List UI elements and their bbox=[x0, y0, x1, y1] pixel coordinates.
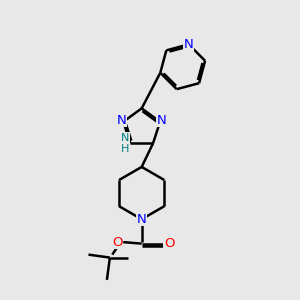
Text: N: N bbox=[117, 114, 127, 127]
Text: N
H: N H bbox=[121, 133, 129, 154]
Text: O: O bbox=[164, 237, 174, 250]
Text: N: N bbox=[184, 38, 194, 51]
Text: N: N bbox=[137, 213, 147, 226]
Text: O: O bbox=[112, 236, 123, 249]
Text: N: N bbox=[157, 114, 166, 127]
